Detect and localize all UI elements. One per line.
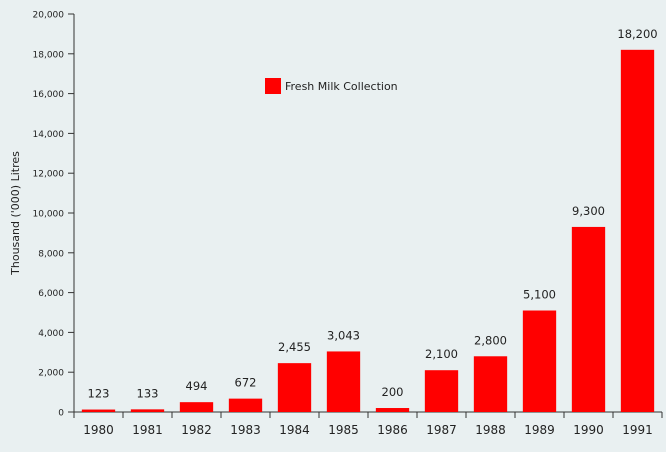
data-label: 2,455 [278, 340, 311, 354]
x-tick-label: 1985 [328, 423, 359, 437]
bar [522, 310, 557, 412]
x-axis: 1980 1981 1982 1983 1984 1985 1986 1987 1988 1989… [73, 411, 663, 437]
data-label: 494 [186, 379, 208, 393]
legend-label: Fresh Milk Collection [285, 80, 398, 93]
y-tick-label: 14,000 [33, 130, 65, 140]
data-labels: 123 133 494 672 2,455 3,043 200 2,100 2,800 5,100… [88, 27, 658, 401]
bar [81, 409, 116, 412]
y-axis-title: Thousand ('000) Litres [9, 151, 22, 276]
y-tick-label: 16,000 [33, 90, 65, 100]
x-tick-label: 1988 [475, 423, 506, 437]
x-tick-label: 1981 [132, 423, 163, 437]
data-label: 2,800 [474, 333, 507, 347]
bar [473, 356, 508, 412]
y-tick-label: 2,000 [38, 369, 64, 379]
data-label: 3,043 [327, 328, 360, 342]
bar [571, 226, 606, 412]
legend: Fresh Milk Collection [265, 78, 398, 94]
data-label: 2,100 [425, 347, 458, 361]
bar [277, 363, 312, 412]
y-tick-label: 6,000 [38, 289, 64, 299]
bar [228, 398, 263, 412]
x-tick-label: 1983 [230, 423, 261, 437]
bar [424, 370, 459, 412]
x-tick-label: 1987 [426, 423, 457, 437]
x-tick-label: 1986 [377, 423, 408, 437]
y-tick-label: 0 [58, 409, 64, 419]
data-label: 200 [382, 385, 404, 399]
x-tick-label: 1990 [573, 423, 604, 437]
data-label: 9,300 [572, 204, 605, 218]
legend-swatch [265, 78, 281, 94]
data-label: 18,200 [617, 27, 657, 41]
y-tick-label: 8,000 [38, 249, 64, 259]
y-axis: 0 2,000 4,000 6,000 8,000 10,000 12,000 14,000 1… [33, 11, 75, 419]
bar [130, 409, 165, 412]
y-tick-label: 20,000 [33, 11, 65, 21]
data-label: 672 [235, 376, 257, 390]
x-tick-label: 1984 [279, 423, 310, 437]
data-label: 133 [137, 386, 159, 400]
x-tick-label: 1982 [181, 423, 212, 437]
y-tick-label: 12,000 [33, 170, 65, 180]
bar [620, 49, 655, 412]
bar [375, 408, 410, 412]
x-tick-label: 1991 [622, 423, 653, 437]
bar [326, 351, 361, 412]
y-tick-label: 10,000 [33, 210, 65, 220]
x-tick-label: 1989 [524, 423, 555, 437]
bars [81, 49, 655, 412]
y-tick-label: 18,000 [33, 50, 65, 60]
bar [179, 402, 214, 412]
x-tick-label: 1980 [83, 423, 114, 437]
y-tick-label: 4,000 [38, 329, 64, 339]
data-label: 5,100 [523, 288, 556, 302]
data-label: 123 [88, 387, 110, 401]
